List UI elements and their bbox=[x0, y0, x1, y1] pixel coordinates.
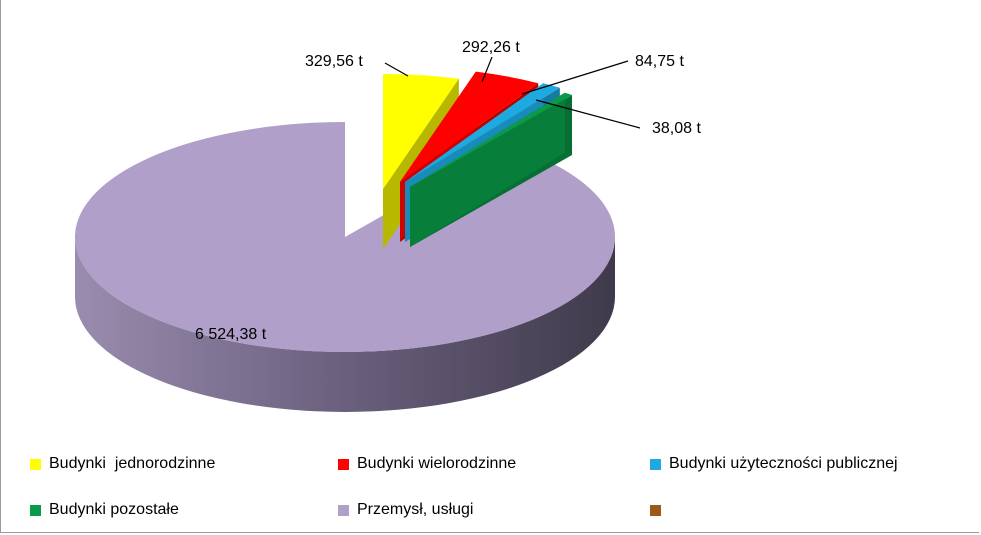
pie-slice-top-3 bbox=[410, 92, 573, 187]
legend-swatch-2 bbox=[650, 458, 661, 470]
pie-chart: 329,56 t 292,26 t 84,75 t 38,08 t 6 524,38 t bbox=[75, 39, 701, 412]
data-label-2: 84,75 t bbox=[635, 53, 684, 70]
legend-swatch-5 bbox=[650, 504, 661, 516]
legend-label-4: Przemysł, usługi bbox=[357, 501, 474, 518]
legend-item-0: Budynki jednorodzinne bbox=[30, 453, 215, 475]
legend-item-4: Przemysł, usługi bbox=[338, 499, 473, 521]
pie-slice-face2-3 bbox=[410, 92, 565, 247]
leader-line-3 bbox=[535, 99, 641, 129]
legend-item-3: Budynki pozostałe bbox=[30, 499, 179, 521]
legend-label-2: Budynki użyteczności publicznej bbox=[669, 455, 898, 472]
legend-swatch-1 bbox=[338, 458, 349, 470]
data-label-4: 6 524,38 t bbox=[195, 326, 267, 343]
pie-slice-3 bbox=[410, 92, 573, 248]
data-label-3: 38,08 t bbox=[652, 120, 701, 137]
legend-item-1: Budynki wielorodzinne bbox=[338, 453, 516, 475]
leader-line-0 bbox=[384, 62, 409, 77]
legend-item-5 bbox=[650, 499, 669, 521]
pie-slice-top-2 bbox=[405, 83, 560, 182]
pie-slice-top-1 bbox=[400, 71, 539, 182]
legend: Budynki jednorodzinne Budynki wielorodzin… bbox=[0, 448, 981, 535]
legend-label-3: Budynki pozostałe bbox=[49, 501, 179, 518]
legend-item-2: Budynki użyteczności publicznej bbox=[650, 453, 898, 475]
legend-swatch-0 bbox=[30, 458, 41, 470]
data-label-0: 329,56 t bbox=[305, 53, 363, 70]
leader-line-1 bbox=[481, 56, 493, 83]
pie-slice-side-4 bbox=[75, 237, 615, 412]
leader-line-2 bbox=[521, 60, 629, 95]
legend-swatch-4 bbox=[338, 504, 349, 516]
legend-swatch-3 bbox=[30, 504, 41, 516]
legend-label-1: Budynki wielorodzinne bbox=[357, 455, 517, 472]
data-label-1: 292,26 t bbox=[462, 39, 520, 56]
pie-slice-top-0 bbox=[383, 74, 459, 189]
legend-label-0: Budynki jednorodzinne bbox=[49, 455, 216, 472]
